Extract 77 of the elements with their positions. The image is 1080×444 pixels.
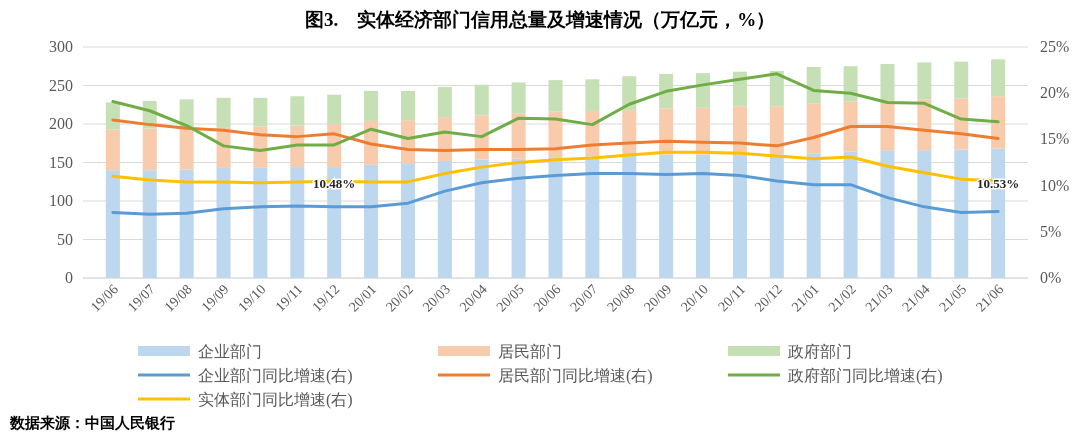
bar [179,99,194,128]
bar [253,167,268,278]
y2-tick-label: 10% [1040,176,1070,194]
data-label: 10.53% [977,175,1020,191]
legend-label: 实体部门同比增速(右) [198,391,353,409]
bar [769,154,784,278]
y-tick-label: 250 [49,76,73,94]
legend-label: 居民部门 [498,343,562,360]
bar [917,150,932,278]
bar [216,97,231,128]
bar [290,167,305,278]
bar [880,63,895,101]
bar [511,82,526,114]
bar [917,62,932,100]
y-tick-label: 200 [49,115,73,132]
y-tick-label: 100 [49,192,73,209]
bar [142,128,157,171]
y-tick-label: 0 [65,269,73,286]
bar [659,73,674,109]
bar [105,170,120,278]
bar [474,159,489,278]
bar [437,160,452,278]
bar [142,170,157,278]
bar [179,169,194,278]
legend-label: 企业部门 [198,343,262,360]
bar [622,76,637,111]
y-tick-label: 150 [49,153,73,171]
legend-label: 政府部门同比增速(右) [788,367,943,385]
bar [400,90,415,121]
bar [290,96,305,126]
bar [696,154,711,278]
y2-tick-label: 15% [1040,130,1070,148]
bar [806,153,821,278]
bar [216,167,231,278]
bar [474,84,489,116]
bar [105,102,120,130]
bar [400,164,415,278]
bar [327,94,342,124]
bar [843,101,858,152]
bar [548,80,563,112]
chart-title: 图3. 实体经济部门信用总量及增速情况（万亿元，%） [304,9,776,30]
y2-tick-label: 25% [1040,38,1070,55]
bar [806,103,821,154]
bar [769,70,784,107]
bar [511,158,526,278]
legend-label: 企业部门同比增速(右) [198,367,353,385]
bar [179,127,194,170]
bar [437,87,452,118]
y2-tick-label: 20% [1040,84,1070,102]
bar [991,59,1006,97]
bar [954,61,969,99]
bar [105,129,120,171]
bar [364,164,379,278]
bar [253,97,268,127]
y-tick-label: 50 [57,230,73,248]
source-note: 数据来源：中国人民银行 [9,415,175,431]
bar [585,156,600,278]
bar [991,96,1006,149]
y2-tick-label: 5% [1040,222,1062,240]
legend-label: 居民部门同比增速(右) [498,367,653,385]
bar [732,154,747,278]
bar [880,150,895,278]
bar [585,79,600,111]
bar [696,73,711,108]
bar [548,157,563,278]
line-series [111,118,1000,152]
bar [659,154,674,278]
bar [769,106,784,155]
y-tick-label: 300 [49,38,73,55]
bar [843,66,858,102]
legend-label: 政府部门 [788,343,852,360]
bar [954,149,969,278]
y2-tick-label: 0% [1040,269,1062,286]
bar [622,155,637,278]
bar [364,90,379,121]
bar [843,151,858,278]
line-series [111,72,1000,152]
